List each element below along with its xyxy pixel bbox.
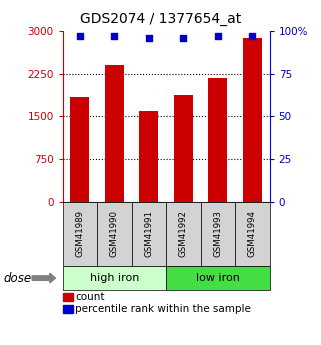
Text: GSM41992: GSM41992 bbox=[179, 210, 188, 257]
Text: high iron: high iron bbox=[90, 273, 139, 283]
Text: GSM41993: GSM41993 bbox=[213, 210, 222, 257]
Text: dose: dose bbox=[3, 272, 31, 285]
Text: GSM41994: GSM41994 bbox=[248, 210, 257, 257]
Point bbox=[146, 35, 152, 41]
Bar bbox=[105, 65, 124, 202]
Text: percentile rank within the sample: percentile rank within the sample bbox=[75, 304, 251, 314]
Text: count: count bbox=[75, 292, 105, 302]
Point bbox=[250, 33, 255, 39]
Point bbox=[181, 35, 186, 41]
Text: GDS2074 / 1377654_at: GDS2074 / 1377654_at bbox=[80, 12, 241, 26]
Text: GSM41990: GSM41990 bbox=[110, 210, 119, 257]
Bar bbox=[208, 78, 227, 202]
Bar bbox=[139, 111, 158, 202]
Bar bbox=[243, 38, 262, 202]
Text: GSM41991: GSM41991 bbox=[144, 210, 153, 257]
Text: low iron: low iron bbox=[196, 273, 240, 283]
Text: GSM41989: GSM41989 bbox=[75, 210, 84, 257]
Point bbox=[215, 33, 221, 39]
Point bbox=[112, 33, 117, 39]
Bar bbox=[70, 97, 89, 202]
Bar bbox=[174, 95, 193, 202]
Point bbox=[77, 33, 82, 39]
